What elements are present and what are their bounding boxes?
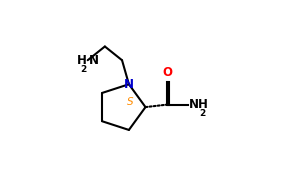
Text: 2: 2 [81, 65, 87, 74]
Text: O: O [163, 66, 173, 79]
Text: NH: NH [189, 98, 209, 111]
Text: H: H [77, 54, 87, 67]
Text: N: N [124, 78, 134, 91]
Text: S: S [127, 97, 134, 107]
Text: 2: 2 [199, 109, 205, 118]
Text: N: N [88, 54, 99, 67]
